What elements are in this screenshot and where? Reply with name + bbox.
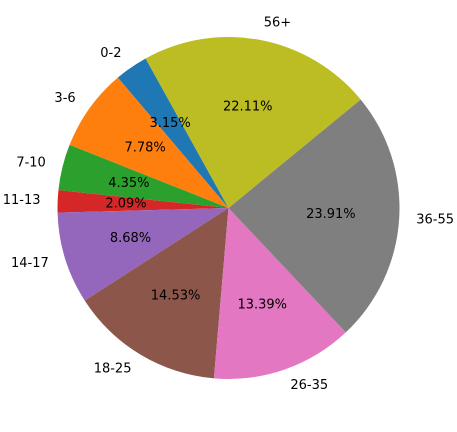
category-label-14-17: 14-17 [11, 256, 49, 271]
category-label-11-13: 11-13 [3, 193, 41, 208]
pie-slice-18-25 [84, 208, 229, 379]
percent-label-3-6: 7.78% [124, 141, 165, 156]
percent-label-26-35: 13.39% [237, 297, 287, 312]
percent-label-7-10: 4.35% [108, 176, 149, 191]
pie-slice-3-6 [69, 77, 229, 209]
pie-labels: 0-2 3.15% 3-6 7.78% 7-10 4.35% 11-13 2.09% 14-17… [3, 16, 454, 393]
category-label-3-6: 3-6 [54, 91, 75, 106]
pie-slice-36-55 [228, 99, 400, 333]
percent-label-11-13: 2.09% [105, 197, 146, 212]
category-label-26-35: 26-35 [290, 378, 328, 393]
category-label-18-25: 18-25 [94, 362, 132, 377]
category-label-56plus: 56+ [264, 16, 291, 31]
percent-label-56plus: 22.11% [223, 100, 273, 115]
pie-slice-14-17 [57, 208, 229, 301]
category-label-7-10: 7-10 [16, 156, 46, 171]
category-label-36-55: 36-55 [416, 212, 454, 227]
percent-label-36-55: 23.91% [306, 207, 356, 222]
pie-slice-0-2 [117, 58, 229, 208]
pie-slice-26-35 [213, 208, 346, 379]
pie-slice-11-13 [57, 190, 229, 213]
pie-slice-56plus [145, 37, 361, 208]
pie-slices [57, 37, 400, 379]
percent-label-18-25: 14.53% [151, 288, 201, 303]
category-label-0-2: 0-2 [100, 46, 121, 61]
pie-slice-7-10 [58, 144, 229, 208]
percent-label-0-2: 3.15% [149, 116, 190, 131]
percent-label-14-17: 8.68% [110, 231, 151, 246]
